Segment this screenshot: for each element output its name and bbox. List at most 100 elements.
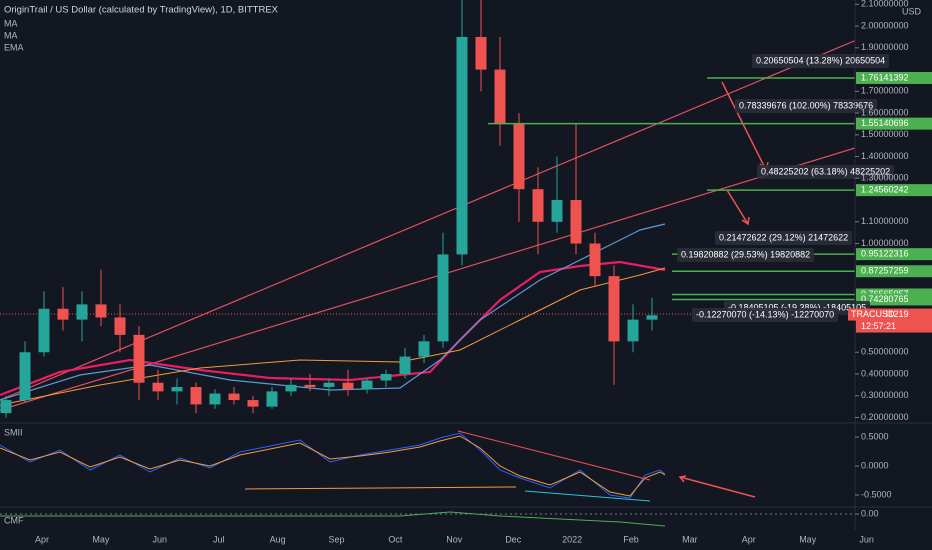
measure-annotation: -0.12270070 (-14.13%) -12270070 — [692, 308, 839, 322]
x-tick-label: Nov — [446, 534, 463, 544]
level-value: 1.55140696 — [861, 118, 909, 128]
level-value: 0.87257259 — [861, 266, 909, 276]
trend-line — [244, 486, 517, 490]
symbol-label: TRACUSD — [848, 308, 895, 321]
candle-body — [95, 304, 107, 318]
x-tick-label: Jun — [153, 534, 168, 544]
level-label: 0.74280765 — [856, 293, 932, 306]
chart-title: OriginTrail / US Dollar (calculated by T… — [4, 5, 279, 16]
measure-text: -0.12270070 (-14.13%) -12270070 — [696, 309, 834, 319]
candle-body — [627, 319, 639, 342]
candle-body — [570, 200, 582, 244]
countdown: 12:57:21 — [861, 321, 896, 331]
level-box — [856, 265, 932, 278]
y-tick-label: 1.70000000 — [861, 86, 909, 96]
candle-body — [532, 189, 544, 222]
trend-line — [0, 39, 855, 401]
arrow — [678, 475, 756, 498]
candles — [0, 0, 658, 418]
measure-box — [677, 248, 815, 262]
candle-body — [114, 317, 126, 335]
candle-body — [209, 393, 221, 405]
cmf-name: CMF — [4, 515, 24, 525]
y-tick-label: 1.90000000 — [861, 42, 909, 52]
x-tick-label: Aug — [270, 534, 286, 544]
candle-body — [57, 308, 69, 320]
y-tick-label: 0.40000000 — [861, 368, 909, 378]
level-box — [856, 117, 932, 130]
level-label: 1.76141392 — [856, 71, 932, 84]
measure-annotation: 0.20650504 (13.28%) 20650504 — [752, 54, 890, 68]
arrow — [726, 189, 750, 226]
x-tick-label: May — [799, 534, 817, 544]
measure-text: -0.18405105 (-19.38%) -18405105 — [728, 302, 866, 312]
candle-body — [361, 380, 373, 390]
measure-box — [735, 99, 878, 113]
annotations: 0.20650504 (13.28%) 20650504 0.78339676 (… — [677, 54, 895, 322]
level-label: 0.87257259 — [856, 265, 932, 278]
x-tick-label: Oct — [388, 534, 403, 544]
x-tick-label: May — [92, 534, 110, 544]
level-value: 1.76141392 — [861, 72, 909, 82]
level-value: 0.74280765 — [861, 294, 909, 304]
candle-body — [152, 382, 164, 392]
candle-body — [589, 243, 601, 277]
level-box — [856, 248, 932, 261]
level-label: 1.55140696 — [856, 117, 932, 130]
measure-text: 0.19820882 (29.53%) 19820882 — [681, 249, 810, 259]
trend-line — [524, 490, 651, 502]
candle-body — [19, 352, 31, 401]
oscillator-lines — [0, 430, 855, 527]
candle-body — [247, 400, 259, 407]
y-tick-label: 1.40000000 — [861, 151, 909, 161]
measure-box — [715, 231, 853, 245]
measure-text: 0.78339676 (102.00%) 78339676 — [739, 100, 873, 110]
measure-text: 0.48225202 (63.18%) 48225202 — [761, 166, 890, 176]
candle-body — [323, 382, 335, 388]
candle-body — [228, 393, 240, 401]
x-tick-label: Jul — [213, 534, 225, 544]
y-tick-label: 0.20000000 — [861, 412, 909, 422]
y-tick-label: 0.00 — [861, 508, 879, 518]
y-tick-label: 2.10000000 — [861, 0, 909, 9]
measure-annotation: 0.21472622 (29.12%) 21472622 — [715, 231, 853, 245]
y-tick-label: 1.50000000 — [861, 129, 909, 139]
indicator-label: EMA — [4, 42, 24, 52]
level-box — [856, 293, 932, 306]
y-tick-label: 1.00000000 — [861, 238, 909, 248]
y-tick-label: 1.60000000 — [861, 107, 909, 117]
y-tick-label: 0.5000 — [861, 431, 889, 441]
x-tick-label: 2022 — [562, 534, 582, 544]
x-tick-label: Mar — [682, 534, 698, 544]
y-tick-label: 1.30000000 — [861, 173, 909, 183]
candle-body — [76, 304, 88, 320]
symbol: TRACUSD — [851, 309, 895, 319]
candle-body — [437, 254, 449, 342]
y-tick-label: 2.00000000 — [861, 20, 909, 30]
arrows — [678, 81, 769, 498]
measure-text: 0.20650504 (13.28%) 20650504 — [756, 55, 885, 65]
x-tick-label: Sep — [328, 534, 344, 544]
candle-body — [456, 36, 468, 255]
measure-box — [692, 308, 839, 322]
x-tick-label: Jun — [859, 534, 874, 544]
level-label: 1.24560242 — [856, 184, 932, 197]
y-tick-label: 0.30000000 — [861, 390, 909, 400]
y-tick-label: -0.5000 — [861, 489, 892, 499]
measure-annotation: 0.19820882 (29.53%) 19820882 — [677, 248, 815, 262]
y-tick-label: 0.0000 — [861, 460, 889, 470]
level-box — [856, 71, 932, 84]
measure-text: 0.21472622 (29.12%) 21472622 — [719, 232, 848, 242]
currency-label: USD — [902, 6, 922, 16]
trend-line — [457, 430, 651, 481]
candle-body — [38, 308, 50, 353]
candle-body — [342, 382, 354, 390]
candle-body — [171, 387, 183, 392]
candle-body — [285, 384, 297, 392]
candle-body — [475, 36, 487, 70]
smii-signal — [0, 435, 666, 497]
indicator-label: MA — [4, 30, 18, 40]
candle-body — [551, 200, 563, 222]
candle-body — [133, 334, 145, 383]
